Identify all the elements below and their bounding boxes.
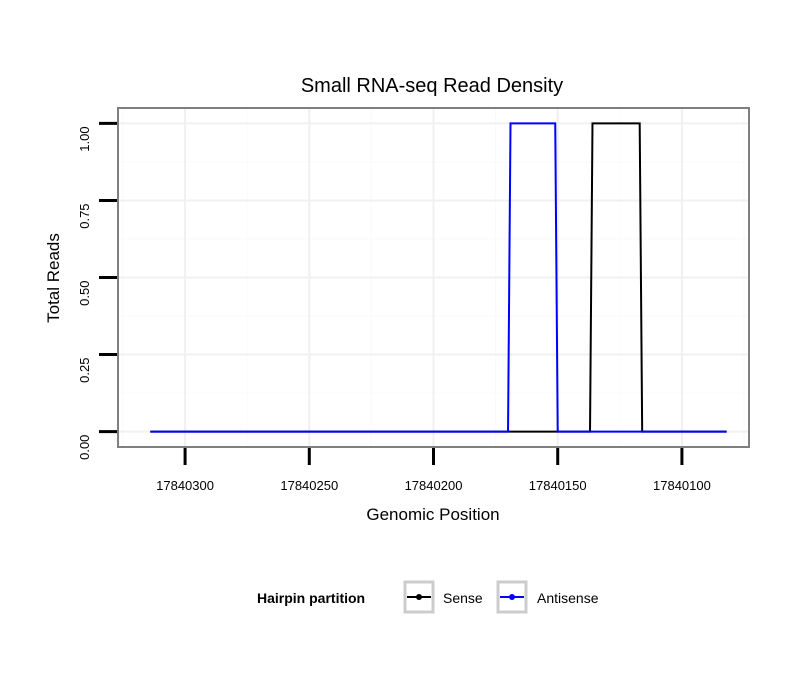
legend-item-antisense: Antisense xyxy=(496,580,599,614)
x-axis-title: Genomic Position xyxy=(366,505,499,524)
y-tick-label: 1.00 xyxy=(77,126,92,151)
plot-border xyxy=(117,107,750,448)
legend-label-sense: Sense xyxy=(443,590,483,606)
plot-panel xyxy=(117,107,750,448)
x-axis: 17840300 17840250 17840200 17840150 17840100 xyxy=(156,448,711,493)
y-tick-label: 0.00 xyxy=(77,435,92,460)
y-axis-title: Total Reads xyxy=(44,233,63,323)
x-tick-label: 17840100 xyxy=(653,478,711,493)
legend-label-antisense: Antisense xyxy=(537,590,599,606)
y-tick-label: 0.50 xyxy=(77,281,92,306)
legend-point-antisense xyxy=(509,594,515,600)
y-tick-label: 0.25 xyxy=(77,358,92,383)
x-tick-label: 17840250 xyxy=(280,478,338,493)
x-tick-label: 17840200 xyxy=(405,478,463,493)
series-layer xyxy=(150,122,727,433)
legend-item-sense: Sense xyxy=(403,580,483,614)
chart-title: Small RNA-seq Read Density xyxy=(301,75,563,97)
y-tick-label: 0.75 xyxy=(77,203,92,228)
x-tick-label: 17840150 xyxy=(529,478,587,493)
legend-point-sense xyxy=(416,594,422,600)
legend: Hairpin partition Sense Antisense xyxy=(257,580,599,614)
y-axis: 0.00 0.25 0.50 0.75 1.00 xyxy=(77,121,117,460)
series-line-antisense xyxy=(150,122,727,433)
legend-title: Hairpin partition xyxy=(257,590,365,606)
x-tick-label: 17840300 xyxy=(156,478,214,493)
